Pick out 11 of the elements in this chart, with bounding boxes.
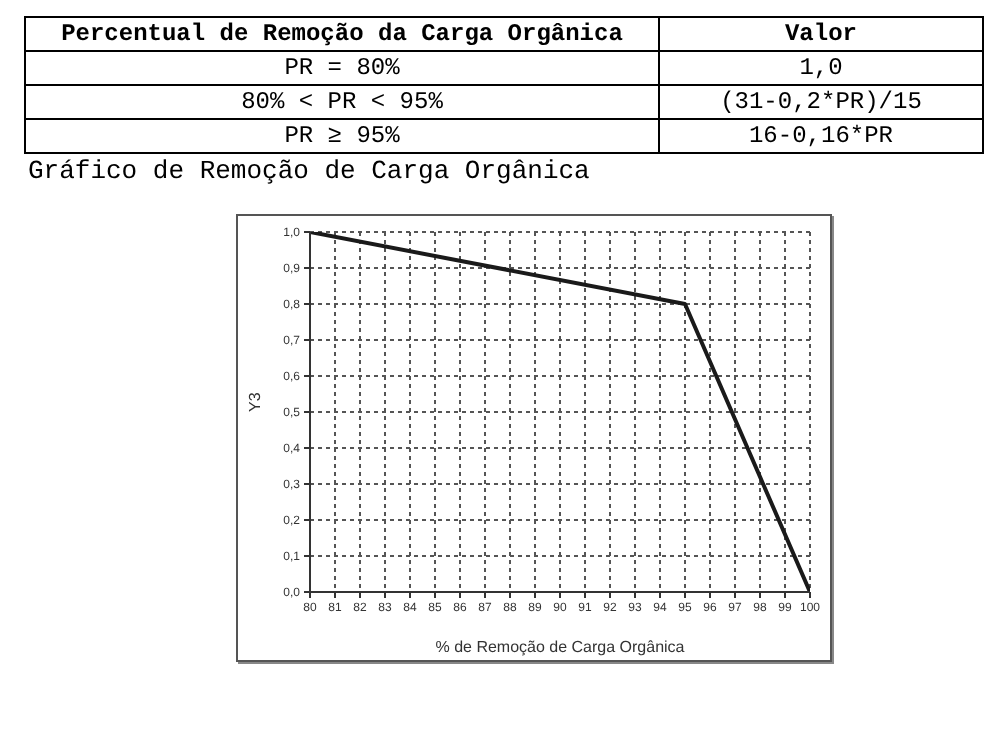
text: 16-0,16*PR (659, 119, 983, 153)
y-axis-title: Y3 (245, 391, 264, 412)
text: Percentual de Remoção da Carga Orgânica (25, 17, 659, 51)
text: PR ≥ 95% (25, 119, 659, 153)
text: 1,0 (659, 51, 983, 85)
text: 80% < PR < 95% (25, 85, 659, 119)
text: PR = 80% (25, 51, 659, 85)
chart-title: Gráfico de Remoção de Carga Orgânica (28, 156, 592, 186)
x-axis-title: % de Remoção de Carga Orgânica (435, 638, 686, 656)
text: (31-0,2*PR)/15 (659, 85, 983, 119)
text: Valor (659, 17, 983, 51)
